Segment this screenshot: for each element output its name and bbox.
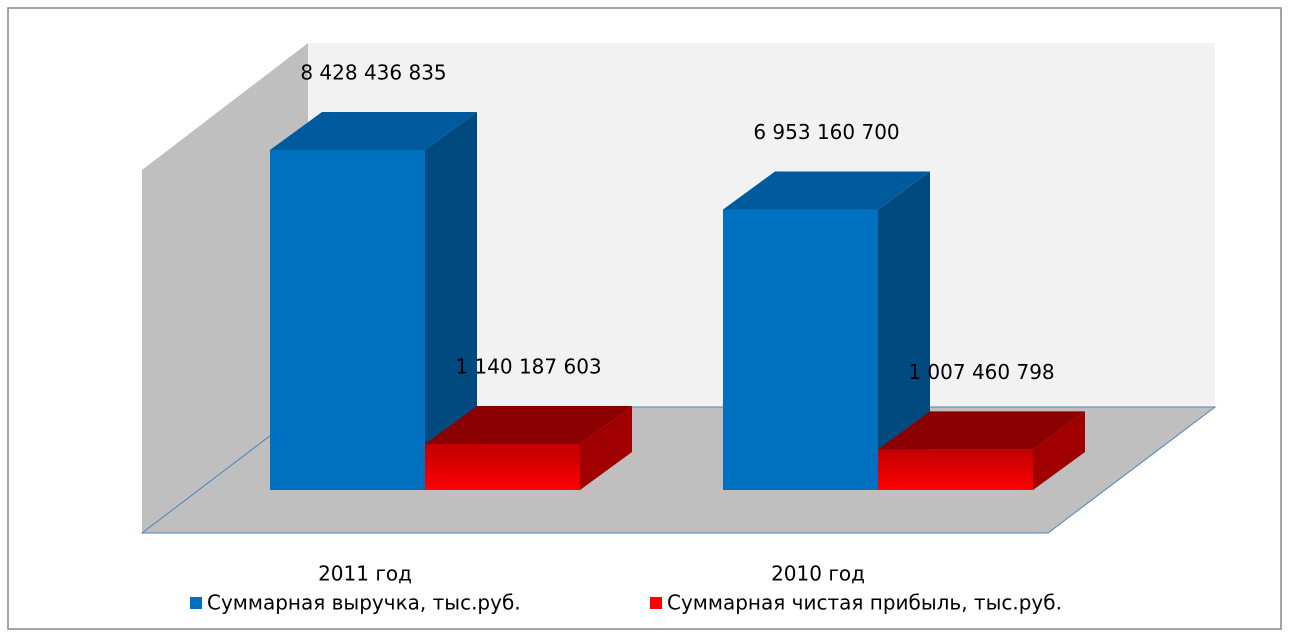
bar-top <box>270 112 477 150</box>
bar-top <box>878 411 1085 450</box>
x-tick-label: 2010 год <box>771 562 865 586</box>
bar <box>270 150 425 490</box>
bar <box>878 449 1033 490</box>
data-label: 8 428 436 835 <box>300 61 446 85</box>
bar-side <box>580 406 632 490</box>
data-label: 1 140 187 603 <box>455 355 601 379</box>
bar-side <box>1033 411 1085 490</box>
bar-side <box>425 112 477 490</box>
legend-label: Суммарная чистая прибыль, тыс.руб. <box>667 591 1062 615</box>
bar-top <box>723 171 930 210</box>
legend-label: Суммарная выручка, тыс.руб. <box>207 591 521 615</box>
side-wall <box>142 43 308 533</box>
bar-side <box>878 171 930 490</box>
bar-top <box>425 406 632 445</box>
bar <box>425 444 580 490</box>
data-label: 1 007 460 798 <box>908 360 1054 384</box>
data-label: 6 953 160 700 <box>753 120 899 144</box>
legend-swatch <box>190 597 202 609</box>
x-tick-label: 2011 год <box>318 562 412 586</box>
bar <box>723 209 878 490</box>
legend-swatch <box>650 597 662 609</box>
